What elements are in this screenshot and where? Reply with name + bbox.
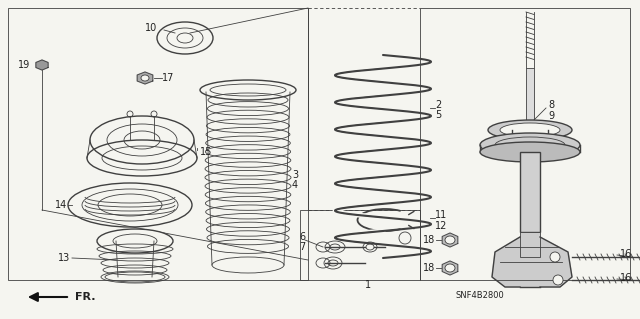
- Ellipse shape: [141, 75, 149, 81]
- Text: FR.: FR.: [75, 292, 95, 302]
- Text: 17: 17: [162, 73, 174, 83]
- Bar: [520, 152, 540, 232]
- Text: 13: 13: [58, 253, 70, 263]
- Text: 11: 11: [435, 210, 447, 220]
- Bar: [300, 210, 420, 280]
- Text: 12: 12: [435, 221, 447, 231]
- Bar: [8, 8, 308, 280]
- Text: 4: 4: [292, 180, 298, 190]
- Polygon shape: [492, 237, 572, 287]
- Circle shape: [550, 252, 560, 262]
- Bar: [420, 8, 630, 280]
- Text: 18: 18: [423, 235, 435, 245]
- Polygon shape: [442, 233, 458, 247]
- Text: 3: 3: [292, 170, 298, 180]
- Polygon shape: [442, 261, 458, 275]
- Text: 9: 9: [548, 111, 554, 121]
- Text: 6: 6: [299, 232, 305, 242]
- Text: 16: 16: [620, 249, 632, 259]
- Bar: [526, 68, 534, 133]
- Text: 10: 10: [145, 23, 157, 33]
- Text: 15: 15: [200, 147, 212, 157]
- Ellipse shape: [480, 133, 580, 157]
- Text: 14: 14: [55, 200, 67, 210]
- Ellipse shape: [97, 229, 173, 253]
- Polygon shape: [36, 60, 48, 70]
- Text: 16: 16: [620, 273, 632, 283]
- Ellipse shape: [445, 264, 455, 272]
- Text: 2: 2: [435, 100, 441, 110]
- Text: 19: 19: [18, 60, 30, 70]
- Ellipse shape: [445, 236, 455, 244]
- Text: 8: 8: [548, 100, 554, 110]
- Text: 1: 1: [365, 280, 371, 290]
- Bar: [520, 232, 540, 257]
- Text: SNF4B2800: SNF4B2800: [455, 291, 504, 300]
- Ellipse shape: [500, 123, 560, 137]
- Ellipse shape: [480, 142, 580, 162]
- Ellipse shape: [366, 244, 374, 250]
- Ellipse shape: [200, 80, 296, 100]
- Circle shape: [553, 275, 563, 285]
- Text: 7: 7: [299, 242, 305, 252]
- Text: 5: 5: [435, 110, 441, 120]
- Ellipse shape: [488, 120, 572, 140]
- Text: 18: 18: [423, 263, 435, 273]
- Polygon shape: [137, 72, 153, 84]
